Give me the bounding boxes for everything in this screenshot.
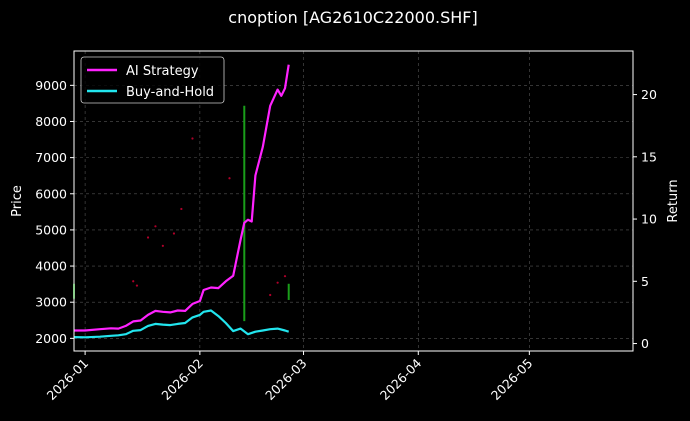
price-marker <box>146 236 150 239</box>
y-axis-right: 0 5 10 15 20 <box>633 87 657 351</box>
y-right-tick-label: 0 <box>641 336 649 351</box>
y-left-tick-label: 9000 <box>35 78 67 93</box>
price-marker <box>191 137 194 140</box>
chart-title: cnoption [AG2610C22000.SHF] <box>228 8 477 27</box>
y-left-tick-label: 3000 <box>35 295 67 310</box>
series-line-buy-and-hold <box>73 309 290 339</box>
price-marker <box>132 280 135 283</box>
plot-frame <box>73 50 634 352</box>
series-lines <box>73 64 290 339</box>
price-marker <box>172 232 176 235</box>
y-axis-left: 2000 3000 4000 5000 6000 7000 8000 9000 <box>35 78 74 346</box>
y-left-tick-label: 2000 <box>35 331 67 346</box>
price-marker <box>283 275 287 278</box>
price-markers <box>132 137 287 297</box>
legend-label-buy-and-hold: Buy-and-Hold <box>126 85 214 100</box>
price-marker <box>180 207 183 211</box>
y-left-tick-label: 7000 <box>35 150 67 165</box>
legend: AI Strategy Buy-and-Hold <box>80 56 225 104</box>
price-marker <box>161 244 164 247</box>
price-marker <box>276 281 279 284</box>
y-left-tick-label: 4000 <box>35 259 67 274</box>
y-left-tick-label: 6000 <box>35 186 67 201</box>
price-marker <box>135 284 139 287</box>
price-marker <box>154 225 157 228</box>
price-marker <box>228 177 231 180</box>
legend-label-ai-strategy: AI Strategy <box>126 64 199 79</box>
y-right-tick-label: 10 <box>641 212 657 227</box>
series-line-ai-strategy <box>74 64 290 332</box>
y-axis-right-title: Return <box>666 179 681 222</box>
y-right-tick-label: 5 <box>641 274 649 289</box>
y-axis-left-title: Price <box>10 185 25 217</box>
y-left-tick-label: 5000 <box>35 222 67 237</box>
y-left-tick-label: 8000 <box>35 114 67 129</box>
y-right-tick-label: 15 <box>641 149 657 164</box>
y-right-tick-label: 20 <box>641 87 657 102</box>
price-marker <box>269 293 272 297</box>
